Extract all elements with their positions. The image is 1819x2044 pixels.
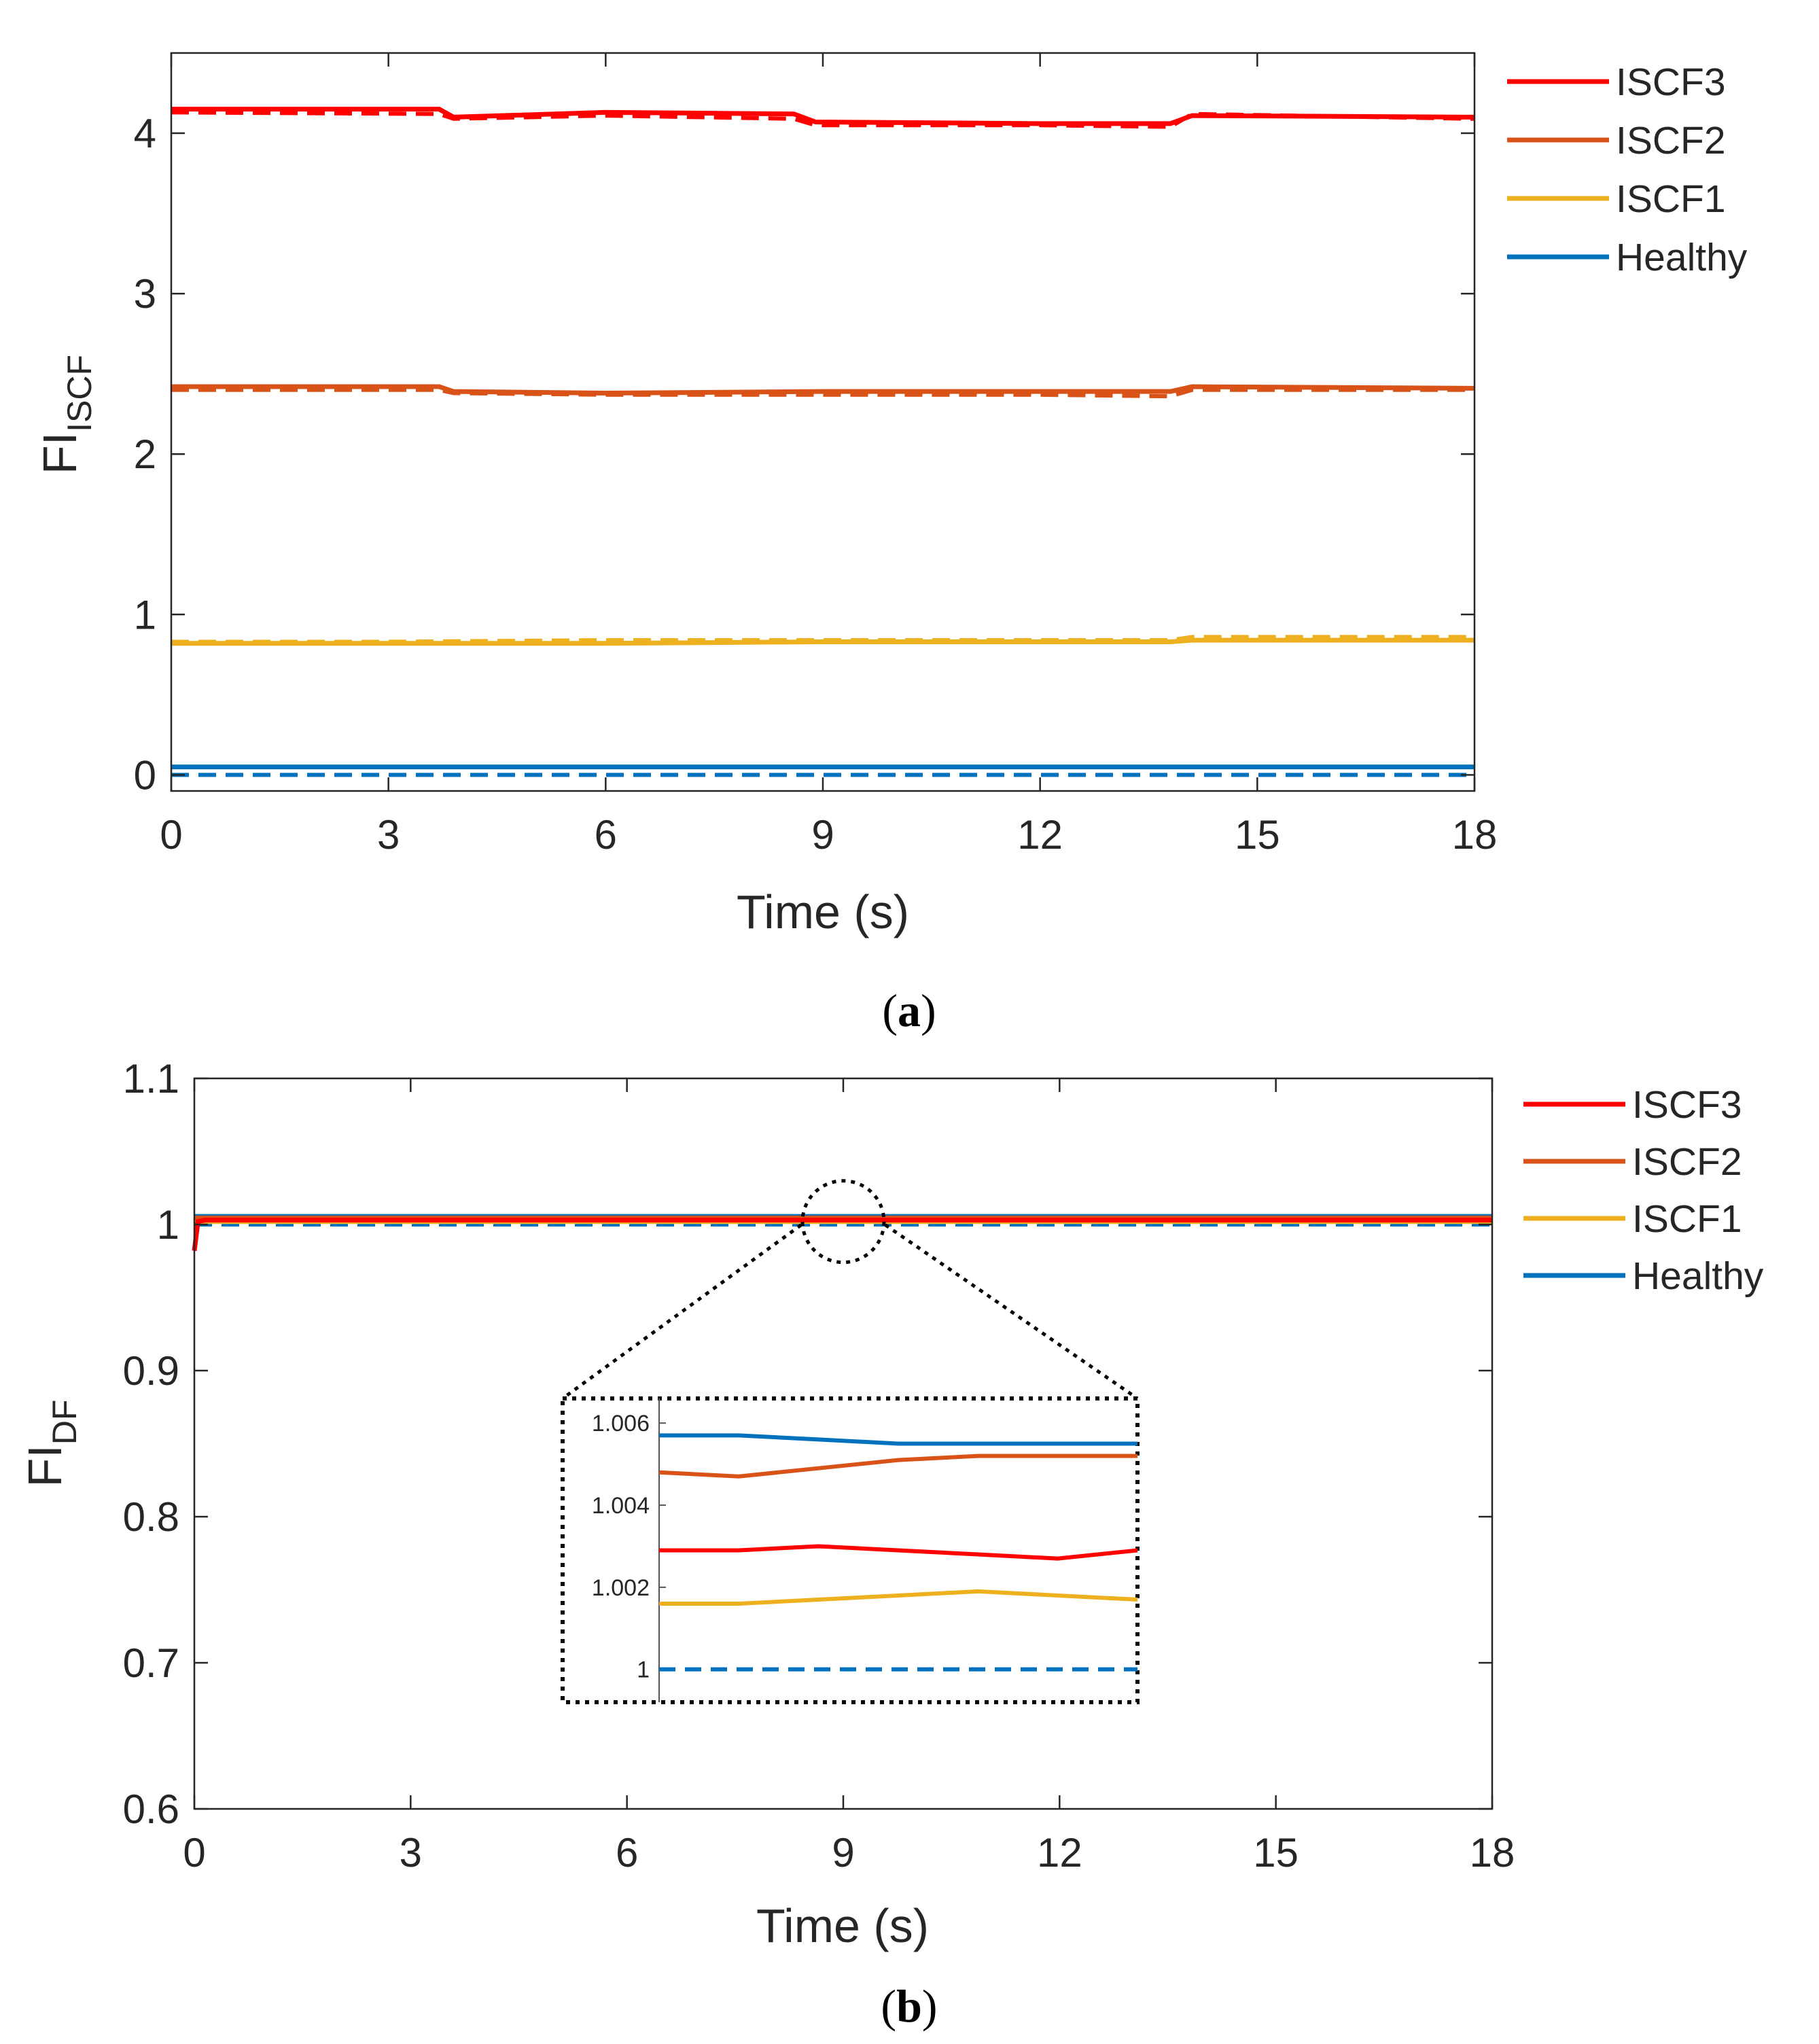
inset-series-healthy [659, 1433, 1137, 1446]
y-tick-label: 1.1 [123, 1056, 179, 1102]
y-tick-label: 0 [134, 752, 156, 798]
chart-a-xlabel: Time (s) [737, 885, 909, 938]
series-iscf1-line [171, 637, 1474, 646]
series-iscf3-line [192, 1218, 1492, 1252]
inset-plot: 1 1.002 1.004 1.006 [561, 1396, 1140, 1704]
series-iscf3-line [171, 107, 1475, 126]
zoom-annotation [561, 1179, 1139, 1400]
zoom-circle [800, 1179, 886, 1265]
caption-b: (b) [881, 1980, 937, 2032]
x-tick-label: 9 [811, 812, 834, 858]
x-tick-label: 12 [1017, 812, 1063, 858]
x-tick-label: 18 [1470, 1830, 1515, 1875]
x-tick-label: 15 [1253, 1830, 1299, 1875]
x-tick-label: 15 [1235, 812, 1280, 858]
inset-y-tick-label: 1 [637, 1657, 650, 1683]
y-tick-label: 1 [157, 1202, 179, 1248]
x-tick-label: 3 [377, 812, 400, 858]
legend-label-iscf1: ISCF1 [1632, 1197, 1742, 1241]
chart-a-legend: ISCF3 ISCF2 ISCF1 Healthy [1507, 60, 1748, 279]
legend-label-iscf3: ISCF3 [1616, 60, 1726, 104]
chart-b-legend: ISCF3 ISCF2 ISCF1 Healthy [1523, 1083, 1764, 1298]
legend-label-iscf2: ISCF2 [1616, 119, 1726, 162]
zoom-connector-right [884, 1223, 1139, 1400]
inset-y-tick-label: 1.002 [592, 1575, 650, 1601]
y-tick-label: 0.8 [123, 1494, 179, 1540]
legend-label-iscf2: ISCF2 [1632, 1140, 1742, 1184]
inset-y-tick-label: 1.006 [592, 1411, 650, 1437]
x-tick-label: 0 [160, 812, 182, 858]
legend-label-healthy: Healthy [1616, 236, 1748, 279]
x-tick-label: 12 [1037, 1830, 1082, 1875]
chart-a-ylabel: FIISCF [33, 355, 99, 474]
y-tick-label: 3 [134, 271, 156, 317]
x-tick-label: 18 [1452, 812, 1498, 858]
inset-series-iscf1 [659, 1589, 1138, 1606]
y-tick-label: 0.7 [123, 1640, 179, 1686]
y-tick-label: 0.9 [123, 1348, 179, 1394]
legend-label-iscf3: ISCF3 [1632, 1083, 1742, 1127]
x-tick-label: 6 [616, 1830, 638, 1875]
chart-b: 0 3 6 9 12 15 18 0.6 0.7 0.8 0.9 1 1.1 1 1.002 1.004 1.… [18, 1056, 1764, 2032]
x-tick-label: 0 [183, 1830, 205, 1875]
x-tick-label: 6 [595, 812, 617, 858]
series-iscf2-dashed [171, 387, 1474, 399]
x-tick-label: 3 [400, 1830, 422, 1875]
zoom-connector-left [561, 1223, 802, 1400]
legend-label-healthy: Healthy [1632, 1254, 1764, 1298]
chart-b-ylabel: FIDF [18, 1400, 84, 1487]
y-tick-label: 2 [134, 431, 156, 477]
legend-label-iscf1: ISCF1 [1616, 177, 1726, 221]
inset-series-iscf3 [659, 1544, 1138, 1561]
y-tick-label: 1 [134, 592, 156, 637]
caption-a: (a) [882, 985, 936, 1036]
y-tick-label: 4 [134, 111, 156, 156]
y-tick-label: 0.6 [123, 1786, 179, 1832]
inset-series-iscf2 [658, 1453, 1137, 1479]
chart-b-xlabel: Time (s) [756, 1899, 929, 1952]
series-iscf2-line [171, 384, 1475, 396]
inset-y-tick-label: 1.004 [592, 1493, 650, 1519]
x-tick-label: 9 [832, 1830, 854, 1875]
